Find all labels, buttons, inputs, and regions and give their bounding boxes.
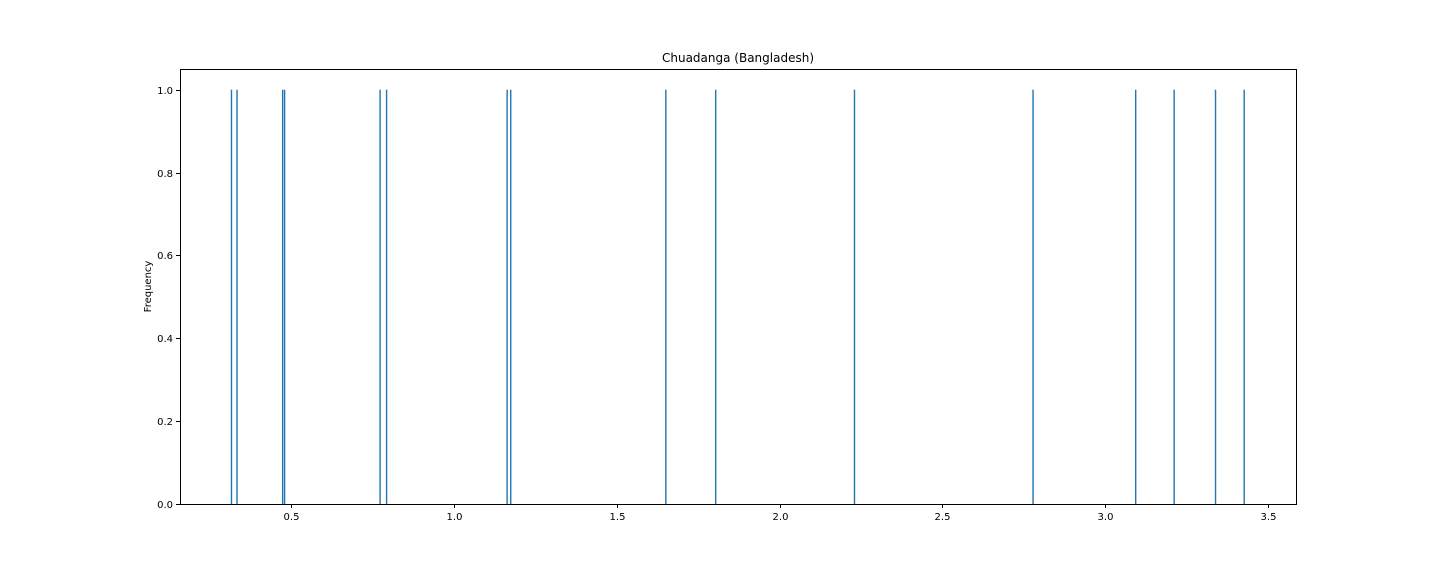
x-tick-label: 0.5 (284, 512, 300, 523)
histogram-bar (283, 89, 286, 505)
y-axis-label: Frequency (143, 261, 154, 313)
y-tick-label: 0.8 (157, 169, 173, 180)
histogram-bar (1134, 89, 1137, 505)
histogram-bar (379, 89, 381, 505)
histogram-bar (1173, 89, 1175, 505)
histogram-bar (1214, 89, 1217, 505)
x-tick-label: 1.0 (447, 512, 463, 523)
x-tick-label: 3.5 (1261, 512, 1277, 523)
histogram-bar (714, 89, 717, 505)
histogram-bar (281, 89, 284, 505)
x-tick-label: 2.0 (773, 512, 789, 523)
histogram-bar (230, 89, 233, 505)
chart-title: Chuadanga (Bangladesh) (662, 51, 814, 65)
x-tick-label: 2.5 (935, 512, 951, 523)
histogram-bar (1243, 89, 1245, 505)
histogram-bar (853, 89, 856, 505)
y-tick-label: 1.0 (157, 86, 173, 97)
y-axis-ticks: 0.0 0.2 0.4 0.6 0.8 1.0 (157, 86, 180, 511)
x-axis-ticks: 0.5 1.0 1.5 2.0 2.5 3.0 3.5 (284, 504, 1277, 523)
bars-group (230, 89, 1245, 505)
histogram-bar (1032, 89, 1034, 505)
histogram-bar (665, 89, 667, 505)
histogram-bar (506, 89, 508, 505)
histogram-bar (236, 89, 238, 505)
histogram-bar (385, 89, 388, 505)
y-tick-label: 0.2 (157, 417, 173, 428)
histogram-bar (510, 89, 512, 505)
y-tick-label: 0.4 (157, 334, 173, 345)
x-tick-label: 1.5 (610, 512, 626, 523)
x-tick-label: 3.0 (1098, 512, 1114, 523)
y-tick-label: 0.0 (157, 500, 173, 511)
y-tick-label: 0.6 (157, 251, 173, 262)
plot-frame (180, 69, 1297, 505)
